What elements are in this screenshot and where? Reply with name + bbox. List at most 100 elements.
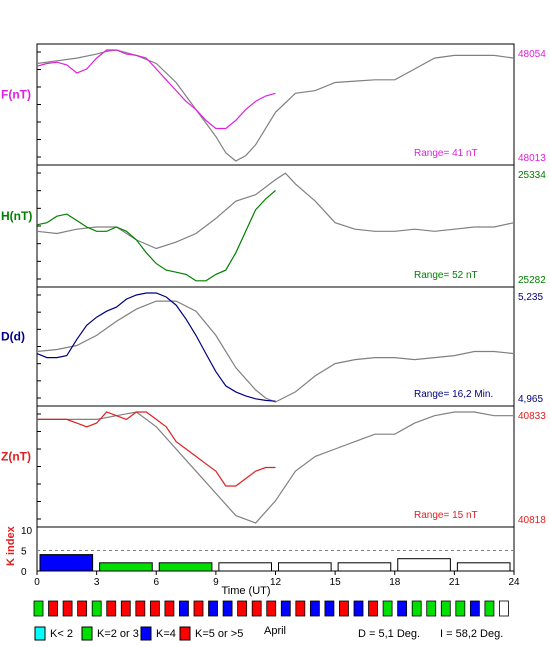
daily-k-box [91,600,102,617]
x-tick-label: 6 [153,577,159,588]
series-line [37,411,276,487]
daily-k-strip [33,600,509,617]
x-tick-label: 24 [508,577,520,588]
daily-k-box [237,600,248,617]
x-tick-label: 0 [34,577,40,588]
daily-k-box [179,600,189,617]
daily-k-box [193,600,204,617]
k-bar [39,554,94,572]
k-bar [397,558,451,572]
daily-k-box [266,600,277,617]
axis-label: D(d) [1,330,25,344]
axis-label: Z(nT) [1,450,31,464]
x-tick-label: 18 [389,577,401,588]
min-value-label: 25282 [518,275,546,286]
k-index-panel: 10 5 0 K index 0 3 6 9 12 15 18 21 24 Time (UT) [5,525,520,597]
daily-k-box [33,600,44,617]
max-value-label: 25334 [518,170,546,181]
daily-k-box [208,600,218,617]
declination-text: D = 5,1 Deg. [358,628,420,640]
legend-label: K=4 [156,628,176,640]
range-label: Range= 41 nT [414,148,478,159]
series-line [36,300,515,403]
daily-k-box [295,600,306,617]
series-line [36,189,276,282]
legend-label: K=2 or 3 [97,628,139,640]
min-value-label: 4,965 [518,394,543,405]
daily-k-box [164,600,175,617]
series-line [36,172,515,250]
series-line [36,49,515,162]
min-value-label: 40818 [518,515,546,526]
panel-F: F(nT) 48054 48013 Range= 41 nT [1,43,546,166]
series-line [36,49,276,130]
legend-label: K=5 or >5 [195,628,243,640]
panel-frame [36,405,515,528]
panel-frame [36,164,515,288]
legend-swatch [140,626,152,641]
daily-k-box [411,600,422,617]
daily-k-box [440,600,451,617]
daily-k-box [382,600,393,617]
x-tick-label: 21 [449,577,461,588]
x-tick-label: 3 [94,577,100,588]
daily-k-box [120,600,131,617]
inclination-text: I = 58,2 Deg. [440,628,503,640]
month-label: April [264,625,286,637]
daily-k-box [469,600,480,617]
daily-k-box [62,600,73,617]
daily-k-box [339,600,349,617]
series-line [36,292,276,402]
x-tick-label: 15 [330,577,342,588]
k-axis-label: K index [5,525,17,566]
daily-k-box [222,600,233,617]
range-label: Range= 15 nT [414,510,478,521]
range-label: Range= 52 nT [414,270,478,281]
x-tick-label: 12 [270,577,282,588]
min-value-label: 48013 [518,153,546,164]
panel-D: D(d) 5,235 4,965 Range= 16,2 Min. [1,286,543,407]
k-bar [456,562,511,572]
axis-label: F(nT) [1,88,31,102]
legend-swatch [34,626,46,641]
k-tick-label: 0 [21,567,27,578]
daily-k-box [251,600,262,617]
k-bar [278,562,332,572]
daily-k-box [484,600,495,617]
daily-k-box [499,600,509,617]
k-tick-label: 5 [21,547,27,558]
k-bar [158,562,213,572]
legend-label: K< 2 [50,628,73,640]
k-tick-label: 10 [21,526,33,537]
daily-k-box [353,600,364,617]
panel-Z: Z(nT) 40833 40818 Range= 15 nT [1,405,546,528]
panels-layer: F(nT) 48054 48013 Range= 41 nT H(nT) 25334 252… [1,43,546,528]
legend-swatch [179,626,191,641]
max-value-label: 40833 [518,411,546,422]
max-value-label: 48054 [518,49,546,60]
x-tick-label: 9 [213,577,219,588]
daily-k-box [135,600,146,617]
legend-swatch [81,626,93,641]
daily-k-box [309,600,320,617]
daily-k-box [368,600,378,617]
daily-k-box [455,600,466,617]
panel-frame [36,43,515,166]
daily-k-box [324,600,335,617]
k-legend: K< 2 K=2 or 3 K=4 K=5 or >5 April D = 5,… [34,625,503,641]
daily-k-box [106,600,117,617]
daily-k-box [149,600,160,617]
x-axis-title: Time (UT) [221,585,270,597]
k-bar [99,562,153,572]
daily-k-box [77,600,88,617]
daily-k-box [426,600,437,617]
range-label: Range= 16,2 Min. [414,389,493,400]
panel-H: H(nT) 25334 25282 Range= 52 nT [1,164,546,288]
daily-k-box [397,600,408,617]
daily-k-box [280,600,291,617]
max-value-label: 5,235 [518,292,543,303]
k-bar [218,562,272,572]
axis-label: H(nT) [1,209,32,223]
k-bar [337,562,392,572]
